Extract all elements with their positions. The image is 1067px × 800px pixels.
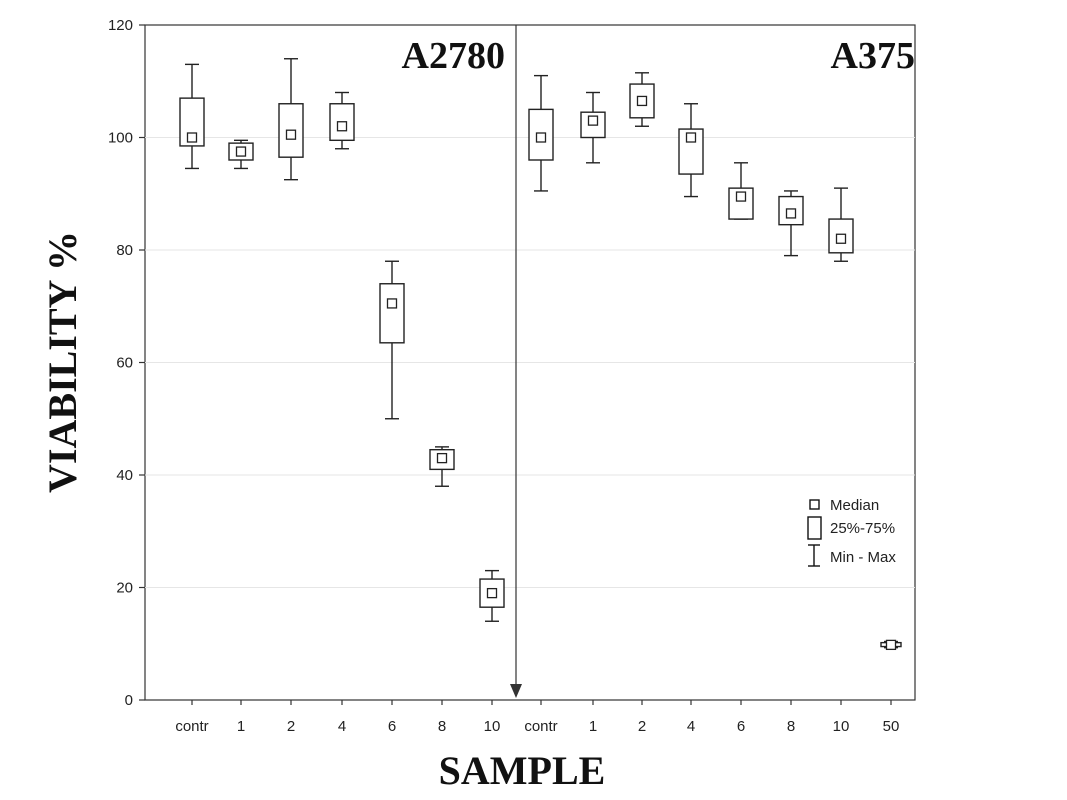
- x-tick-label-1-6: 10: [833, 718, 850, 735]
- y-tick-label-100: 100: [108, 130, 133, 147]
- box-0-3: [329, 91, 355, 150]
- x-tick-label-1-3: 4: [687, 718, 695, 735]
- y-tick-label-20: 20: [116, 580, 133, 597]
- median-marker-0-1: [235, 146, 247, 157]
- median-marker-0-4: [386, 298, 398, 309]
- panel-divider-arrowhead: [510, 684, 522, 698]
- median-marker-1-6: [835, 233, 847, 244]
- x-tick-label-0-4: 6: [388, 718, 396, 735]
- box-0-5: [429, 446, 455, 487]
- box-0-6: [479, 569, 505, 622]
- median-marker-0-6: [486, 587, 498, 599]
- x-tick-label-1-5: 8: [787, 718, 795, 735]
- x-axis-title: SAMPLE: [439, 748, 606, 793]
- box-0-1: [228, 139, 254, 170]
- median-marker-1-4: [735, 191, 747, 202]
- box-1-5: [778, 190, 804, 257]
- box-1-6: [828, 187, 854, 262]
- panel-label-a375: A375: [831, 35, 915, 77]
- box-1-3: [678, 103, 704, 198]
- box-1-1: [580, 91, 606, 164]
- median-marker-0-2: [285, 129, 297, 140]
- y-tick-label-40: 40: [116, 467, 133, 484]
- median-marker-0-0: [186, 132, 198, 143]
- x-tick-label-0-0: contr: [175, 718, 208, 735]
- y-axis: 0 20 40 60 80 100 120: [108, 17, 145, 709]
- box-0-2: [278, 58, 304, 181]
- x-tick-label-0-2: 2: [287, 718, 295, 735]
- median-marker-0-3: [336, 121, 348, 132]
- x-tick-label-0-5: 8: [438, 718, 446, 735]
- box-1-0: [528, 74, 554, 192]
- x-tick-label-1-1: 1: [589, 718, 597, 735]
- x-axis: contr 1 2 4 6 8 10 contr 1 2 4 6 8 10 50: [175, 700, 899, 735]
- x-tick-label-1-4: 6: [737, 718, 745, 735]
- median-marker-1-5: [785, 208, 797, 219]
- x-tick-label-0-6: 10: [484, 718, 501, 735]
- x-tick-label-1-7: 50: [883, 718, 900, 735]
- median-marker-1-2: [636, 95, 648, 107]
- box-1-2: [629, 72, 655, 127]
- x-tick-label-0-3: 4: [338, 718, 346, 735]
- legend: Median 25%-75% Min - Max: [807, 497, 896, 567]
- legend-median-label: Median: [830, 497, 879, 514]
- boxes: [179, 58, 902, 651]
- legend-range-label: Min - Max: [830, 549, 896, 566]
- box-0-4: [379, 260, 405, 420]
- median-marker-1-7: [885, 639, 897, 651]
- iqr-box-0-4: [379, 283, 405, 344]
- legend-median-icon: [809, 499, 820, 510]
- median-marker-1-3: [685, 132, 697, 143]
- y-tick-label-60: 60: [116, 355, 133, 372]
- box-1-7: [880, 639, 902, 651]
- box-0-0: [179, 63, 205, 170]
- x-tick-label-1-2: 2: [638, 718, 646, 735]
- median-marker-1-0: [535, 132, 547, 143]
- y-tick-label-80: 80: [116, 242, 133, 259]
- legend-iqr-label: 25%-75%: [830, 520, 895, 537]
- panel-label-a2780: A2780: [402, 35, 505, 77]
- median-marker-1-1: [587, 115, 599, 126]
- y-tick-label-120: 120: [108, 17, 133, 34]
- median-marker-0-5: [436, 452, 448, 464]
- box-1-4: [728, 162, 754, 220]
- x-tick-label-1-0: contr: [524, 718, 557, 735]
- y-tick-label-0: 0: [125, 692, 133, 709]
- x-tick-label-0-1: 1: [237, 718, 245, 735]
- legend-iqr-icon: [807, 516, 822, 540]
- y-axis-title: VIABILITY %: [40, 231, 85, 493]
